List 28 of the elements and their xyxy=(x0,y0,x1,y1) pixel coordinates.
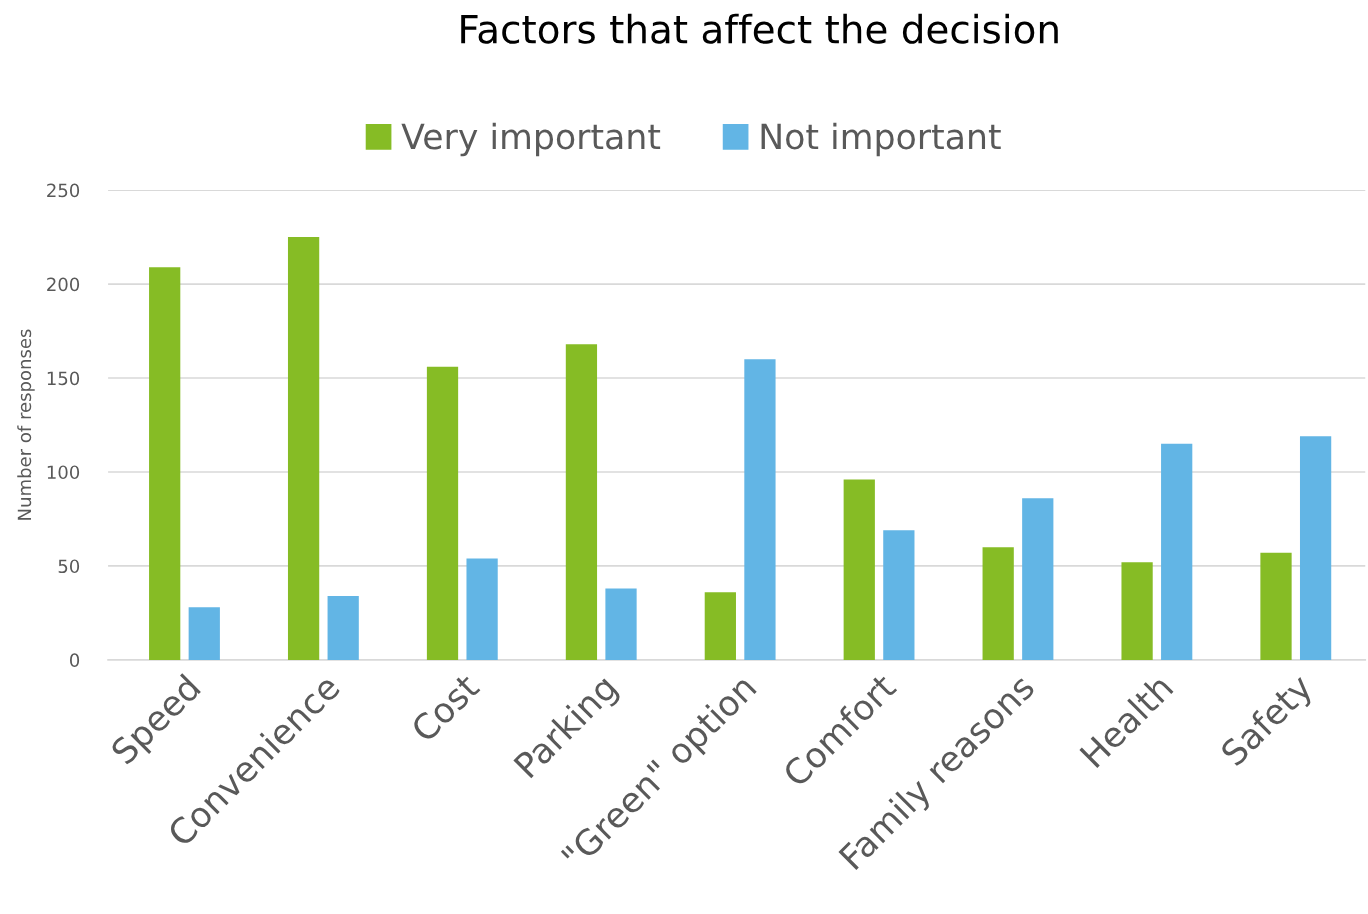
y-tick-label: 0 xyxy=(70,653,80,668)
bar xyxy=(327,596,359,660)
bar xyxy=(565,344,598,660)
bar xyxy=(744,359,776,660)
y-axis-title: Number of responses xyxy=(17,329,35,520)
bar xyxy=(149,267,181,660)
legend-label: Very important xyxy=(401,122,661,157)
bar xyxy=(1121,562,1153,660)
y-tick-label: 250 xyxy=(47,183,80,198)
chart-title: Factors that affect the decision xyxy=(461,13,1058,44)
bar xyxy=(605,588,637,660)
y-tick-label: 150 xyxy=(47,371,80,386)
bar xyxy=(466,558,498,660)
y-tick-label: 50 xyxy=(58,559,80,574)
y-tick-label: 200 xyxy=(47,277,80,292)
bar xyxy=(704,592,736,660)
legend-label: Not important xyxy=(761,122,1001,157)
bar xyxy=(883,530,915,660)
bar xyxy=(982,547,1014,660)
bar xyxy=(843,479,875,660)
bar xyxy=(1260,552,1292,660)
bar xyxy=(1022,498,1054,660)
bar xyxy=(287,237,320,660)
bar xyxy=(188,607,220,660)
bar xyxy=(1299,436,1332,660)
bar xyxy=(426,366,459,660)
bar xyxy=(1161,443,1193,660)
y-tick-label: 100 xyxy=(47,465,80,480)
